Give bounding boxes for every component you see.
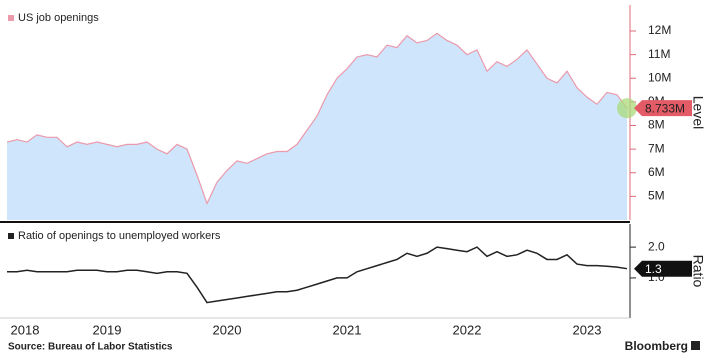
line [7,246,628,304]
y-axis-label: Level [690,96,705,129]
y-axis-label: Ratio [690,255,705,288]
end-label: 8.733M [645,101,685,115]
brand-icon [691,341,700,350]
y-tick-label: 6M [648,165,665,179]
legend-swatch [8,233,14,239]
source: Source: Bureau of Labor Statistics [8,342,173,353]
legend-label: Ratio of openings to unemployed workers [18,230,221,242]
x-tick-label: 2022 [453,322,482,337]
y-tick-label: 2.0 [648,239,665,253]
x-tick-label: 2018 [11,322,40,337]
line [6,32,628,206]
x-tick-label: 2023 [573,322,602,337]
y-tick-label: 12M [648,23,671,37]
y-tick-label: 10M [648,70,671,84]
end-label-box [634,100,692,117]
x-tick-label: 2021 [333,322,362,337]
y-tick-label: 7M [648,141,665,155]
end-marker [617,98,637,119]
y-tick-label: 8M [648,118,665,132]
end-label: 1.3 [645,262,662,276]
legend-label: US job openings [18,12,99,24]
x-tick-label: 2020 [213,322,242,337]
legend-swatch [8,15,14,21]
brand: Bloomberg [625,339,688,353]
x-tick-label: 2019 [93,322,122,337]
y-tick-label: 11M [648,47,670,61]
end-label-box [634,260,692,277]
y-tick-label: 5M [648,189,665,203]
area [7,33,627,220]
